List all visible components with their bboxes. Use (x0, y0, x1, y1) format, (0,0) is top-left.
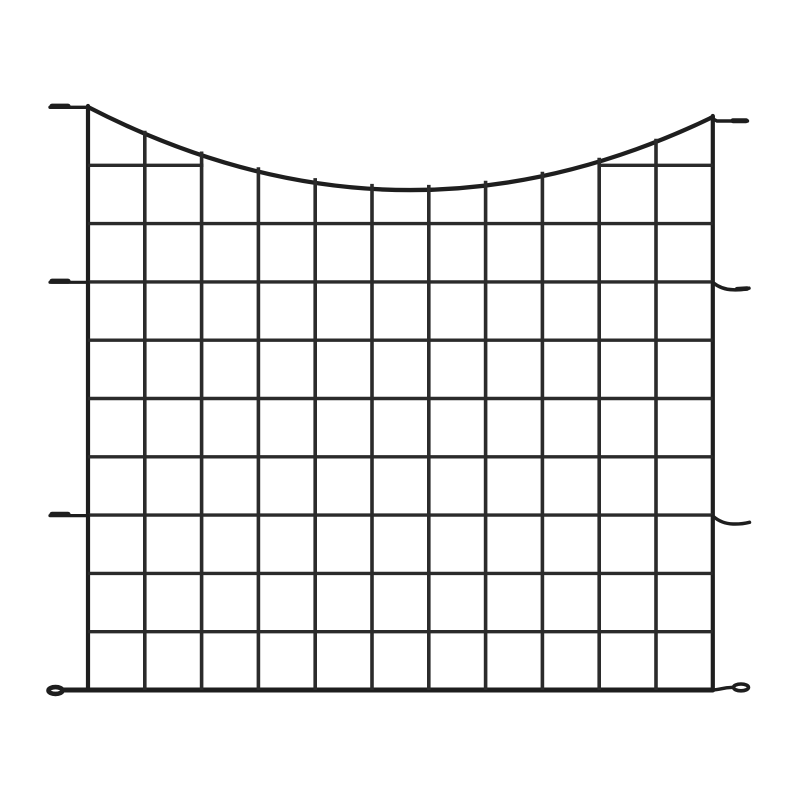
right-hook-middle-tip (734, 286, 750, 292)
left-mounting-hooks (46, 103, 90, 697)
left-bottom-eyelet-loop (46, 684, 65, 697)
right-mounting-hooks (708, 115, 752, 693)
right-hook-lower (711, 514, 752, 526)
right-bottom-hook-bar (711, 685, 735, 692)
top-arched-rail (85, 104, 715, 193)
fence-grid-wires (88, 130, 713, 690)
right-bottom-eyelet-loop (731, 682, 751, 693)
